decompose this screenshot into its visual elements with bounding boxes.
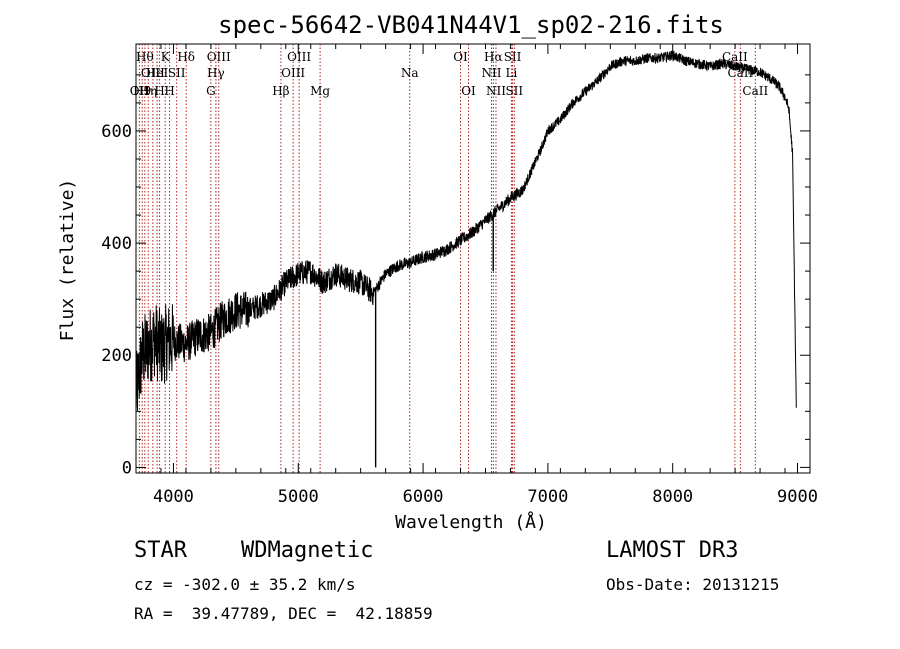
x-tick-label-1: 5000: [278, 487, 319, 507]
line-marker-label-26: SII: [505, 84, 523, 98]
y-tick-label-2: 400: [101, 234, 132, 254]
line-marker-label-16: OIII: [287, 50, 311, 64]
x-tick-label-5: 9000: [777, 487, 818, 507]
line-markers: [138, 44, 756, 473]
coordinates-line: RA = 39.47789, DEC = 42.18859: [134, 604, 433, 623]
line-marker-label-15: OIII: [281, 66, 305, 80]
line-marker-label-21: NII: [481, 66, 501, 80]
line-marker-label-18: Na: [401, 66, 419, 80]
absorption-features: [374, 213, 494, 468]
line-marker-label-22: Hα: [484, 50, 503, 64]
survey-name: LAMOST DR3: [606, 538, 739, 563]
x-tick-label-0: 4000: [153, 487, 194, 507]
y-tick-label-0: 0: [122, 458, 132, 478]
object-class: STAR: [134, 538, 187, 563]
line-marker-label-5: HeI: [146, 66, 169, 80]
y-axis-label: Flux (relative): [57, 179, 78, 342]
y-tick-label-3: 600: [101, 122, 132, 142]
x-tick-label-4: 8000: [652, 487, 693, 507]
line-marker-label-0: OII: [130, 84, 150, 98]
line-marker-label-11: G: [206, 84, 216, 98]
x-tick-label-2: 6000: [403, 487, 444, 507]
line-marker-label-6: H: [154, 84, 164, 98]
line-marker-label-27: CaII: [722, 50, 748, 64]
line-marker-label-29: CaII: [742, 84, 768, 98]
line-marker-label-1: H9: [133, 84, 151, 98]
plot-frame: [135, 43, 811, 474]
chart-title: spec-56642-VB041N44V1_sp02-216.fits: [218, 11, 724, 39]
line-marker-label-25: SII: [504, 50, 522, 64]
x-axis-label: Wavelength (Å): [395, 511, 547, 533]
line-marker-label-10: Hδ: [177, 50, 195, 64]
line-marker-label-14: Hβ: [272, 84, 289, 98]
redshift-line: cz = -302.0 ± 35.2 km/s: [134, 575, 356, 594]
line-marker-label-2: Hθ: [136, 50, 154, 64]
line-marker-label-20: OI: [461, 84, 476, 98]
x-tick-label-3: 7000: [527, 487, 568, 507]
object-subclass: WDMagnetic: [241, 538, 374, 563]
line-marker-label-12: Hγ: [207, 66, 225, 80]
line-marker-labels: OIIH9HθHηOIIIHeIHKHSIIHδGHγOIIIHβOIIIOII…: [130, 50, 769, 98]
line-marker-label-3: Hη: [139, 84, 157, 98]
y-axis-ticks: 0 200 400 600: [101, 74, 810, 478]
line-marker-label-23: NII: [486, 84, 506, 98]
line-marker-label-24: Li: [506, 66, 518, 80]
line-marker-label-17: Mg: [310, 84, 330, 98]
line-marker-label-4: OIII: [141, 66, 165, 80]
line-marker-label-9: SII: [168, 66, 186, 80]
line-marker-label-7: K: [161, 50, 171, 64]
spectrum-line: [135, 50, 797, 411]
line-marker-label-8: H: [164, 84, 174, 98]
x-axis-ticks: 4000 5000 6000 7000 8000 9000: [135, 44, 818, 507]
line-marker-label-19: OI: [453, 50, 468, 64]
line-marker-label-13: OIII: [207, 50, 231, 64]
y-tick-label-1: 200: [101, 346, 132, 366]
obs-date-line: Obs-Date: 20131215: [606, 575, 780, 594]
